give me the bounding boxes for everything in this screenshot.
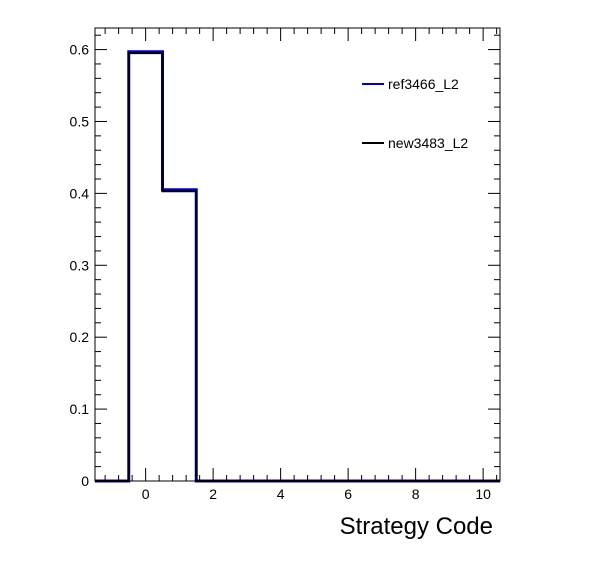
y-tick-label: 0.4 — [70, 185, 90, 201]
x-tick-label: 8 — [412, 486, 420, 502]
y-tick-label: 0 — [81, 473, 89, 489]
y-tick-label: 0.6 — [70, 42, 90, 58]
y-tick-label: 0.2 — [70, 329, 90, 345]
series-line-ref3466_L2 — [95, 50, 500, 483]
x-axis-title: Strategy Code — [340, 513, 493, 540]
y-tick-label: 0.5 — [70, 113, 90, 129]
y-tick-label: 0.3 — [70, 257, 90, 273]
legend-label-ref3466_L2: ref3466_L2 — [388, 76, 459, 92]
legend-label-new3483_L2: new3483_L2 — [388, 135, 468, 151]
x-tick-label: 6 — [344, 486, 352, 502]
x-tick-label: 10 — [475, 486, 491, 502]
y-tick-label: 0.1 — [70, 401, 90, 417]
series-line-new3483_L2 — [95, 52, 500, 482]
x-tick-label: 0 — [142, 486, 150, 502]
x-tick-label: 4 — [277, 486, 285, 502]
plot-frame — [94, 27, 501, 482]
x-tick-label: 2 — [209, 486, 217, 502]
